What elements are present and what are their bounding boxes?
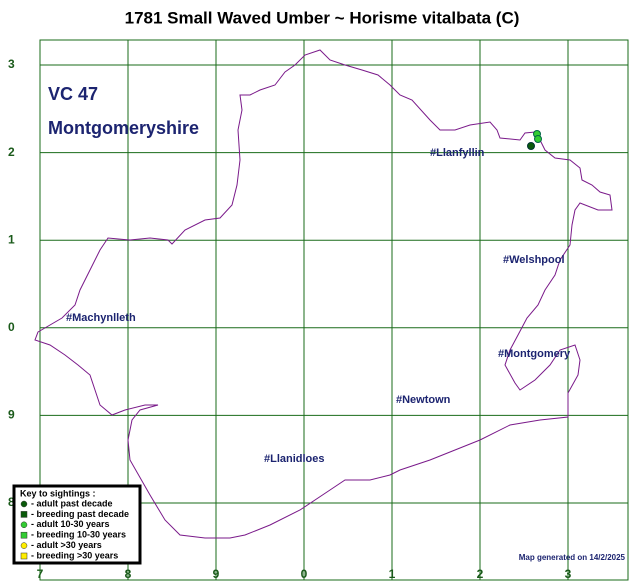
x-label: 9 [213, 567, 220, 581]
map-title: 1781 Small Waved Umber ~ Horisme vitalba… [125, 8, 520, 27]
x-label: 8 [125, 567, 132, 581]
place-label: #Machynlleth [66, 312, 136, 324]
place-label: #Welshpool [503, 254, 565, 266]
key-item: - breeding 10-30 years [31, 530, 126, 540]
key-item: - adult 10-30 years [31, 519, 110, 529]
key-symbol [20, 531, 28, 539]
vc-name: Montgomeryshire [48, 118, 199, 138]
map-frame [39, 39, 629, 581]
y-label: 0 [8, 320, 15, 334]
key-symbol [20, 552, 28, 560]
place-label: #Newtown [396, 394, 451, 406]
y-label: 1 [8, 232, 15, 246]
x-label: 0 [301, 567, 308, 581]
key: Key to sightings : - adult past decade- … [12, 484, 142, 565]
y-label: 9 [8, 408, 15, 422]
place-label: #Montgomery [498, 348, 571, 360]
key-item: - adult past decade [31, 498, 113, 508]
x-label: 3 [565, 567, 572, 581]
key-symbol [20, 511, 28, 518]
sighting [527, 142, 535, 150]
key-item: - adult >30 years [31, 540, 102, 550]
y-label: 2 [8, 145, 15, 159]
footer: Map generated on 14/2/2025 [519, 553, 626, 562]
y-label: 3 [8, 57, 15, 71]
key-item: - breeding past decade [31, 509, 129, 519]
x-label: 2 [477, 567, 484, 581]
places: #Llanfyllin #Welshpool #Machynlleth #Montgo… [66, 147, 571, 465]
place-label: #Llanidloes [264, 453, 325, 465]
key-symbol [20, 542, 28, 549]
key-items: - adult past decade- breeding past decad… [20, 498, 129, 560]
key-symbol [20, 521, 28, 529]
county-boundary [34, 49, 613, 539]
sighting [534, 135, 542, 143]
key-title: Key to sightings : [20, 488, 96, 498]
y-label: 8 [8, 495, 15, 509]
key-item: - breeding >30 years [31, 550, 118, 560]
place-label: #Llanfyllin [430, 147, 485, 159]
key-box [12, 484, 142, 565]
vc-code: VC 47 [48, 84, 98, 104]
key-symbol [20, 500, 28, 508]
x-label: 1 [389, 567, 396, 581]
